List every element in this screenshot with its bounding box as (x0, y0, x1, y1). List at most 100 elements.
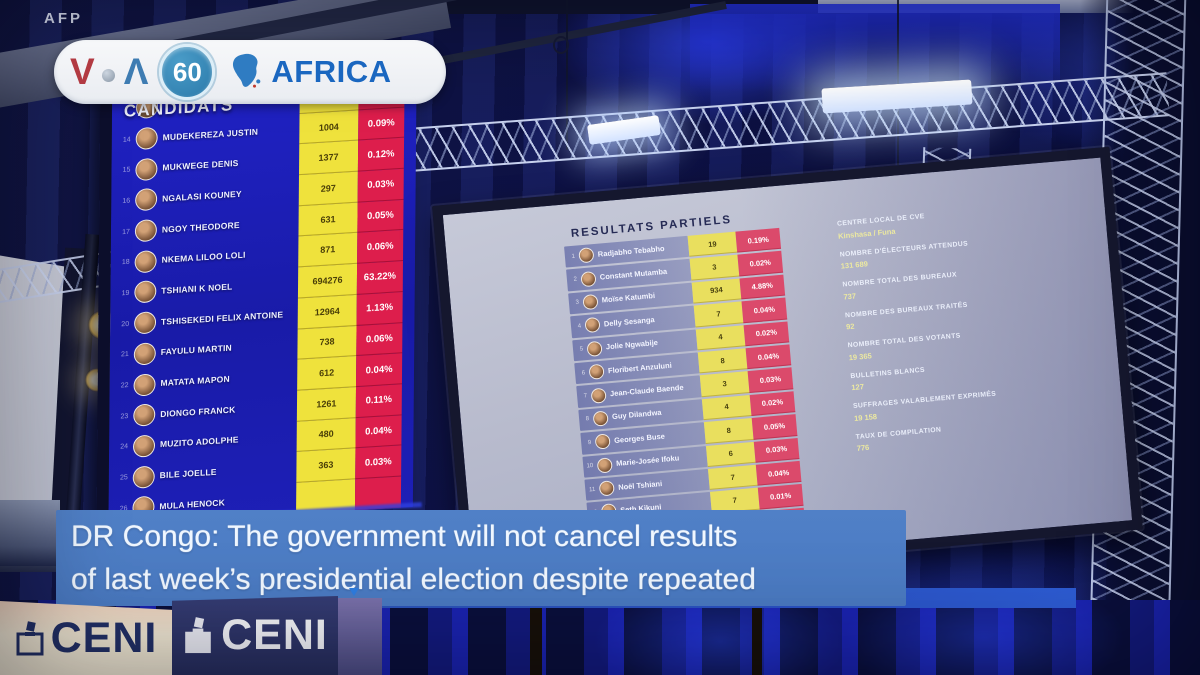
result-percentage: 0.02% (749, 390, 796, 417)
result-votes: 3 (699, 371, 750, 397)
candidate-votes: 363 (296, 448, 356, 483)
candidate-percentage: 1.13% (356, 291, 403, 326)
result-votes: 8 (697, 348, 748, 374)
ballot-box-icon (16, 621, 44, 656)
candidate-photo (135, 157, 158, 181)
result-percentage: 0.03% (747, 367, 794, 393)
candidate-name: Ngalasi Kouney (162, 188, 242, 204)
wall-purple-strip (338, 598, 382, 675)
candidate-photo (134, 280, 157, 304)
ceni-banner-dark: CENI (172, 596, 338, 675)
candidate-number: 23 (120, 412, 129, 421)
result-votes: 19 (687, 231, 738, 258)
caption-line-1: DR Congo: The government will not cancel… (71, 520, 738, 553)
voa60-badge: 60 (159, 44, 216, 100)
candidate-photo (133, 342, 156, 366)
ceni-logo-text: CENI (221, 611, 328, 659)
voa-logo-dot-icon (101, 68, 115, 82)
result-percentage: 0.04% (745, 344, 792, 370)
candidate-number: 19 (121, 289, 130, 298)
result-votes: 6 (705, 441, 756, 467)
result-photo (584, 317, 601, 334)
result-photo (580, 270, 597, 287)
result-number: 2 (573, 276, 578, 284)
candidate-percentage: 0.03% (355, 445, 402, 480)
voa60-africa-banner: V Λ 60 AFRICA (54, 40, 446, 104)
result-percentage: 0.19% (735, 227, 782, 253)
result-photo (586, 340, 603, 357)
result-photo (578, 247, 595, 264)
candidate-photo (132, 465, 155, 489)
result-votes: 7 (707, 464, 758, 491)
result-number: 4 (577, 323, 582, 330)
candidate-percentage: 0.03% (357, 168, 404, 203)
candidate-photo (135, 126, 158, 151)
candidate-number: 20 (121, 320, 130, 328)
candidate-percentage: 0.12% (357, 138, 405, 172)
candidate-name: Fayulu Martin (160, 342, 232, 358)
result-name: Noël Tshiani (617, 478, 663, 492)
caption-line-2: of last week’s presidential election des… (71, 563, 756, 596)
result-name: Marie-Josée Ifoku (615, 453, 680, 469)
candidate-percentage: 0.06% (356, 322, 403, 357)
candidate-name: Bile Joelle (159, 466, 217, 481)
candidate-name: Muzito Adolphe (159, 434, 239, 450)
candidate-name: Matata Mapon (160, 373, 230, 389)
candidate-name: Diongo Franck (160, 404, 236, 419)
result-name: Georges Buse (613, 431, 666, 445)
result-percentage: 0.01% (757, 484, 804, 510)
news-caption-bar: DR Congo: The government will not cancel… (56, 510, 906, 606)
result-votes: 4 (695, 324, 746, 351)
wall-pole (752, 604, 762, 675)
candidate-number: 22 (120, 381, 129, 390)
africa-wordmark: AFRICA (271, 54, 392, 89)
candidate-percentage: 0.11% (355, 384, 402, 418)
candidate-percentage: 0.04% (356, 353, 403, 387)
candidate-number: 14 (122, 135, 131, 144)
candidate-number: 17 (122, 228, 130, 236)
result-name: Moïse Katumbi (601, 291, 656, 306)
candidate-votes: 871 (298, 233, 358, 268)
result-photo (590, 387, 607, 404)
result-votes: 3 (689, 254, 740, 281)
candidate-photo (133, 311, 157, 335)
candidate-votes: 1261 (296, 386, 357, 422)
candidate-percentage: 63.22% (356, 261, 403, 295)
candidate-photo (132, 434, 156, 458)
result-votes: 7 (693, 301, 744, 328)
result-name: Jolie Ngwabije (605, 338, 659, 352)
candidate-name: Ngoy Theodore (161, 219, 240, 235)
candidates-board: CANDIDATS 367 0.03% 14 (96, 75, 417, 527)
candidate-number: 16 (122, 197, 131, 205)
candidate-photo (134, 249, 157, 274)
result-photo (592, 410, 609, 427)
result-name: Jean-Claude Baende (609, 382, 684, 399)
candidate-name: Tshisekedi Felix Antoine (161, 309, 284, 327)
result-votes: 8 (703, 418, 754, 444)
hanging-cable (566, 0, 568, 150)
candidate-percentage: 0.09% (358, 107, 405, 141)
result-number: 3 (575, 300, 580, 307)
result-percentage: 0.05% (751, 414, 798, 440)
result-percentage: 0.04% (741, 297, 788, 323)
result-number: 7 (583, 393, 588, 400)
ceni-logo-text: CENI (50, 613, 158, 662)
candidate-votes: 631 (298, 202, 358, 237)
result-name: Guy Dilandwa (611, 408, 662, 422)
candidates-board-rows: 367 0.03% 14 Mudekereza Justin 1004 0.09… (108, 76, 416, 525)
results-table: 1 Radjabho Tebabho 19 0.19% 2 Constant M… (564, 224, 846, 549)
result-percentage: 0.02% (737, 251, 784, 277)
candidate-votes: 1377 (298, 140, 359, 176)
candidate-number: 24 (120, 443, 129, 452)
result-name: Radjabho Tebabho (597, 243, 665, 259)
result-percentage: 0.04% (755, 460, 802, 486)
candidate-votes: 738 (297, 325, 357, 360)
candidate-percentage: 0.05% (357, 199, 404, 234)
candidate-name: Nkema Liloo Loli (161, 249, 246, 266)
result-number: 6 (581, 369, 586, 377)
ceni-banner-light: CENI (0, 601, 172, 675)
candidate-name: Mukwege Denis (162, 158, 239, 173)
africa-map-icon (233, 53, 261, 88)
candidate-name: Mudekereza Justin (162, 126, 259, 142)
candidate-name: Tshiani K Noel (161, 281, 233, 296)
